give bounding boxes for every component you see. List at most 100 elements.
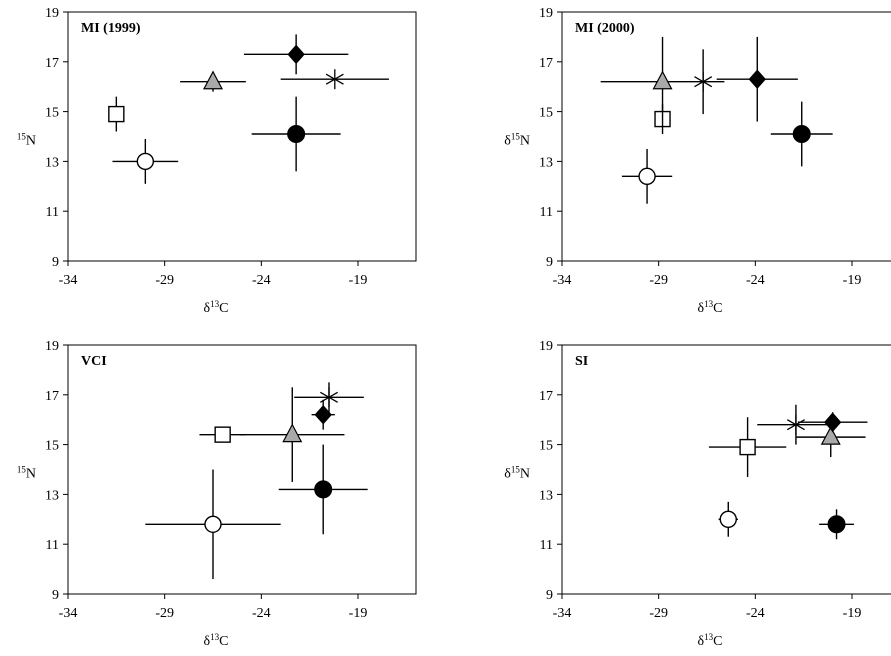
marker-diamond [287,44,305,65]
x-axis-label: δ13C [204,632,229,649]
data-point-square [199,426,246,443]
chart-panel-4: 9 11 13 15 17 19 -34 -29 -24 -19 δ13C δ15N SI [504,339,891,649]
data-point-circle-open [112,138,179,184]
data-point-star [294,382,364,413]
x-tick-label: -29 [649,606,668,621]
chart-panel-1: 9 11 13 15 17 19 -34 -29 -24 -19 δ13C 15N MI (1999) [17,6,417,316]
data-point-triangle [180,70,246,92]
y-tick-label: 15 [539,106,553,121]
marker-square [108,105,125,123]
data-point-diamond [797,412,868,433]
y-tick-label: 11 [540,538,553,553]
marker-diamond [823,412,842,432]
data-point-diamond [243,34,349,75]
x-tick-label: -29 [649,273,668,288]
plot-frame [67,11,417,262]
y-tick-label: 15 [45,439,59,454]
y-tick-label: 11 [540,205,553,220]
y-tick-label: 9 [52,588,59,603]
y-tick-label: 11 [46,205,59,220]
x-tick-label: -29 [155,606,174,621]
y-tick-label: 19 [539,6,553,21]
marker-filled-circle [792,125,811,144]
x-tick-label: -34 [553,606,572,621]
marker-star-stroke [694,76,713,88]
data-point-circle-filled [251,96,341,172]
chart-panel-3: 9 11 13 15 17 19 -34 -29 -24 -19 δ13C 15N VCI [17,339,417,649]
y-tick-label: 9 [546,588,553,603]
marker-open-circle [136,152,155,171]
data-point-triangle [600,36,725,127]
panel-title: MI (1999) [81,21,141,36]
data-point-star [757,404,835,445]
y-tick-label: 19 [45,6,59,21]
data-point-circle-open [718,501,738,537]
y-axis-label: δ15N [504,132,530,149]
y-axis-label: δ15N [504,465,530,482]
marker-triangle [203,70,223,90]
marker-star-stroke [325,73,344,85]
marker-open-circle [204,515,222,533]
x-tick-label: -19 [349,273,368,288]
y-tick-label: 19 [539,339,553,354]
y-tick-label: 9 [52,255,59,270]
y-tick-label: 17 [539,56,553,71]
y-tick-label: 13 [539,155,553,170]
y-tick-label: 19 [45,339,59,354]
y-tick-label: 9 [546,255,553,270]
marker-star-stroke [320,391,338,403]
marker-triangle [282,423,303,443]
panel-title: MI (2000) [575,21,635,36]
x-tick-label: -34 [59,606,78,621]
y-tick-label: 13 [45,155,59,170]
x-tick-label: -29 [155,273,174,288]
marker-filled-circle [314,480,333,499]
plot-frame [67,344,417,595]
data-point-circle-open [621,148,673,204]
data-point-star [694,49,713,115]
x-tick-label: -19 [349,606,368,621]
marker-square [214,426,231,443]
y-tick-label: 17 [45,389,59,404]
y-axis-label: 15N [17,465,36,482]
data-point-circle-filled [770,101,833,167]
data-point-square [708,417,787,477]
marker-filled-circle [827,515,846,534]
x-axis-label: δ13C [698,299,723,316]
marker-triangle [652,70,673,90]
x-tick-label: -34 [59,273,78,288]
y-tick-label: 13 [45,488,59,503]
panel-title: VCI [81,354,107,369]
x-tick-label: -19 [843,273,862,288]
x-tick-label: -19 [843,606,862,621]
marker-star-stroke [786,419,805,431]
marker-filled-circle [287,125,306,144]
y-tick-label: 15 [539,439,553,454]
x-tick-label: -24 [746,606,765,621]
data-point-star [280,69,389,90]
x-axis-label: δ13C [204,299,229,316]
marker-diamond [748,69,766,89]
y-tick-label: 17 [45,56,59,71]
y-axis-label: 15N [17,132,36,149]
data-point-circle-filled [819,509,854,540]
marker-triangle [820,425,841,445]
y-tick-label: 17 [539,389,553,404]
x-tick-label: -24 [252,273,271,288]
y-tick-label: 11 [46,538,59,553]
marker-open-circle [638,167,656,186]
data-point-square [108,96,125,132]
data-point-diamond [716,36,798,122]
chart-panel-2: 9 11 13 15 17 19 -34 -29 -24 -19 δ13C δ15N MI (2000) [504,6,891,316]
x-axis-label: δ13C [698,632,723,649]
marker-open-circle [719,510,737,528]
plot-frame [561,344,891,595]
data-point-circle-open [145,469,281,580]
x-tick-label: -34 [553,273,572,288]
y-tick-label: 15 [45,106,59,121]
panel-title: SI [575,354,588,369]
y-tick-label: 13 [539,488,553,503]
data-point-circle-filled [278,444,368,535]
marker-square [739,438,756,456]
